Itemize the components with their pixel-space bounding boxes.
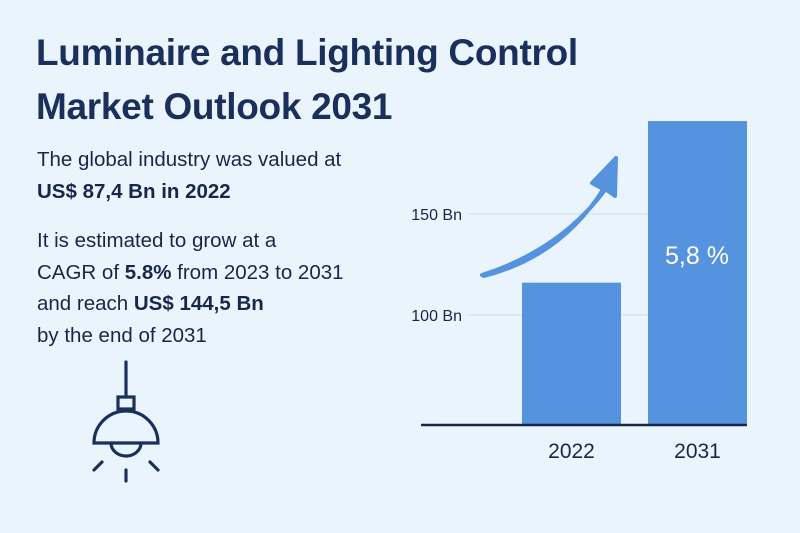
bar-2031 — [648, 121, 747, 425]
x-tick-label: 2031 — [674, 440, 721, 463]
y-tick-label: 150 Bn — [411, 207, 462, 224]
valued-text: The global industry was valued at — [37, 148, 342, 171]
growth-arrow-icon — [480, 156, 618, 278]
bar-data-label: 5,8 % — [665, 242, 729, 270]
grow-text: It is estimated to grow at a — [37, 229, 277, 252]
title-line-2: Market Outlook 2031 — [36, 86, 393, 127]
y-tick-label: 100 Bn — [411, 308, 462, 325]
pendant-lamp-icon — [92, 360, 160, 483]
cagr-text: CAGR of 5.8% from 2023 to 2031 — [37, 261, 344, 284]
reach-text: and reach US$ 144,5 Bn — [37, 292, 264, 315]
valued-amount: US$ 87,4 Bn in 2022 — [37, 180, 231, 203]
end-text: by the end of 2031 — [37, 324, 207, 347]
bar-2022 — [522, 282, 621, 425]
reach-value: US$ 144,5 Bn — [133, 292, 264, 315]
x-tick-label: 2022 — [548, 440, 595, 463]
title-line-1: Luminaire and Lighting Control — [36, 32, 578, 73]
cagr-value: 5.8% — [124, 261, 172, 284]
